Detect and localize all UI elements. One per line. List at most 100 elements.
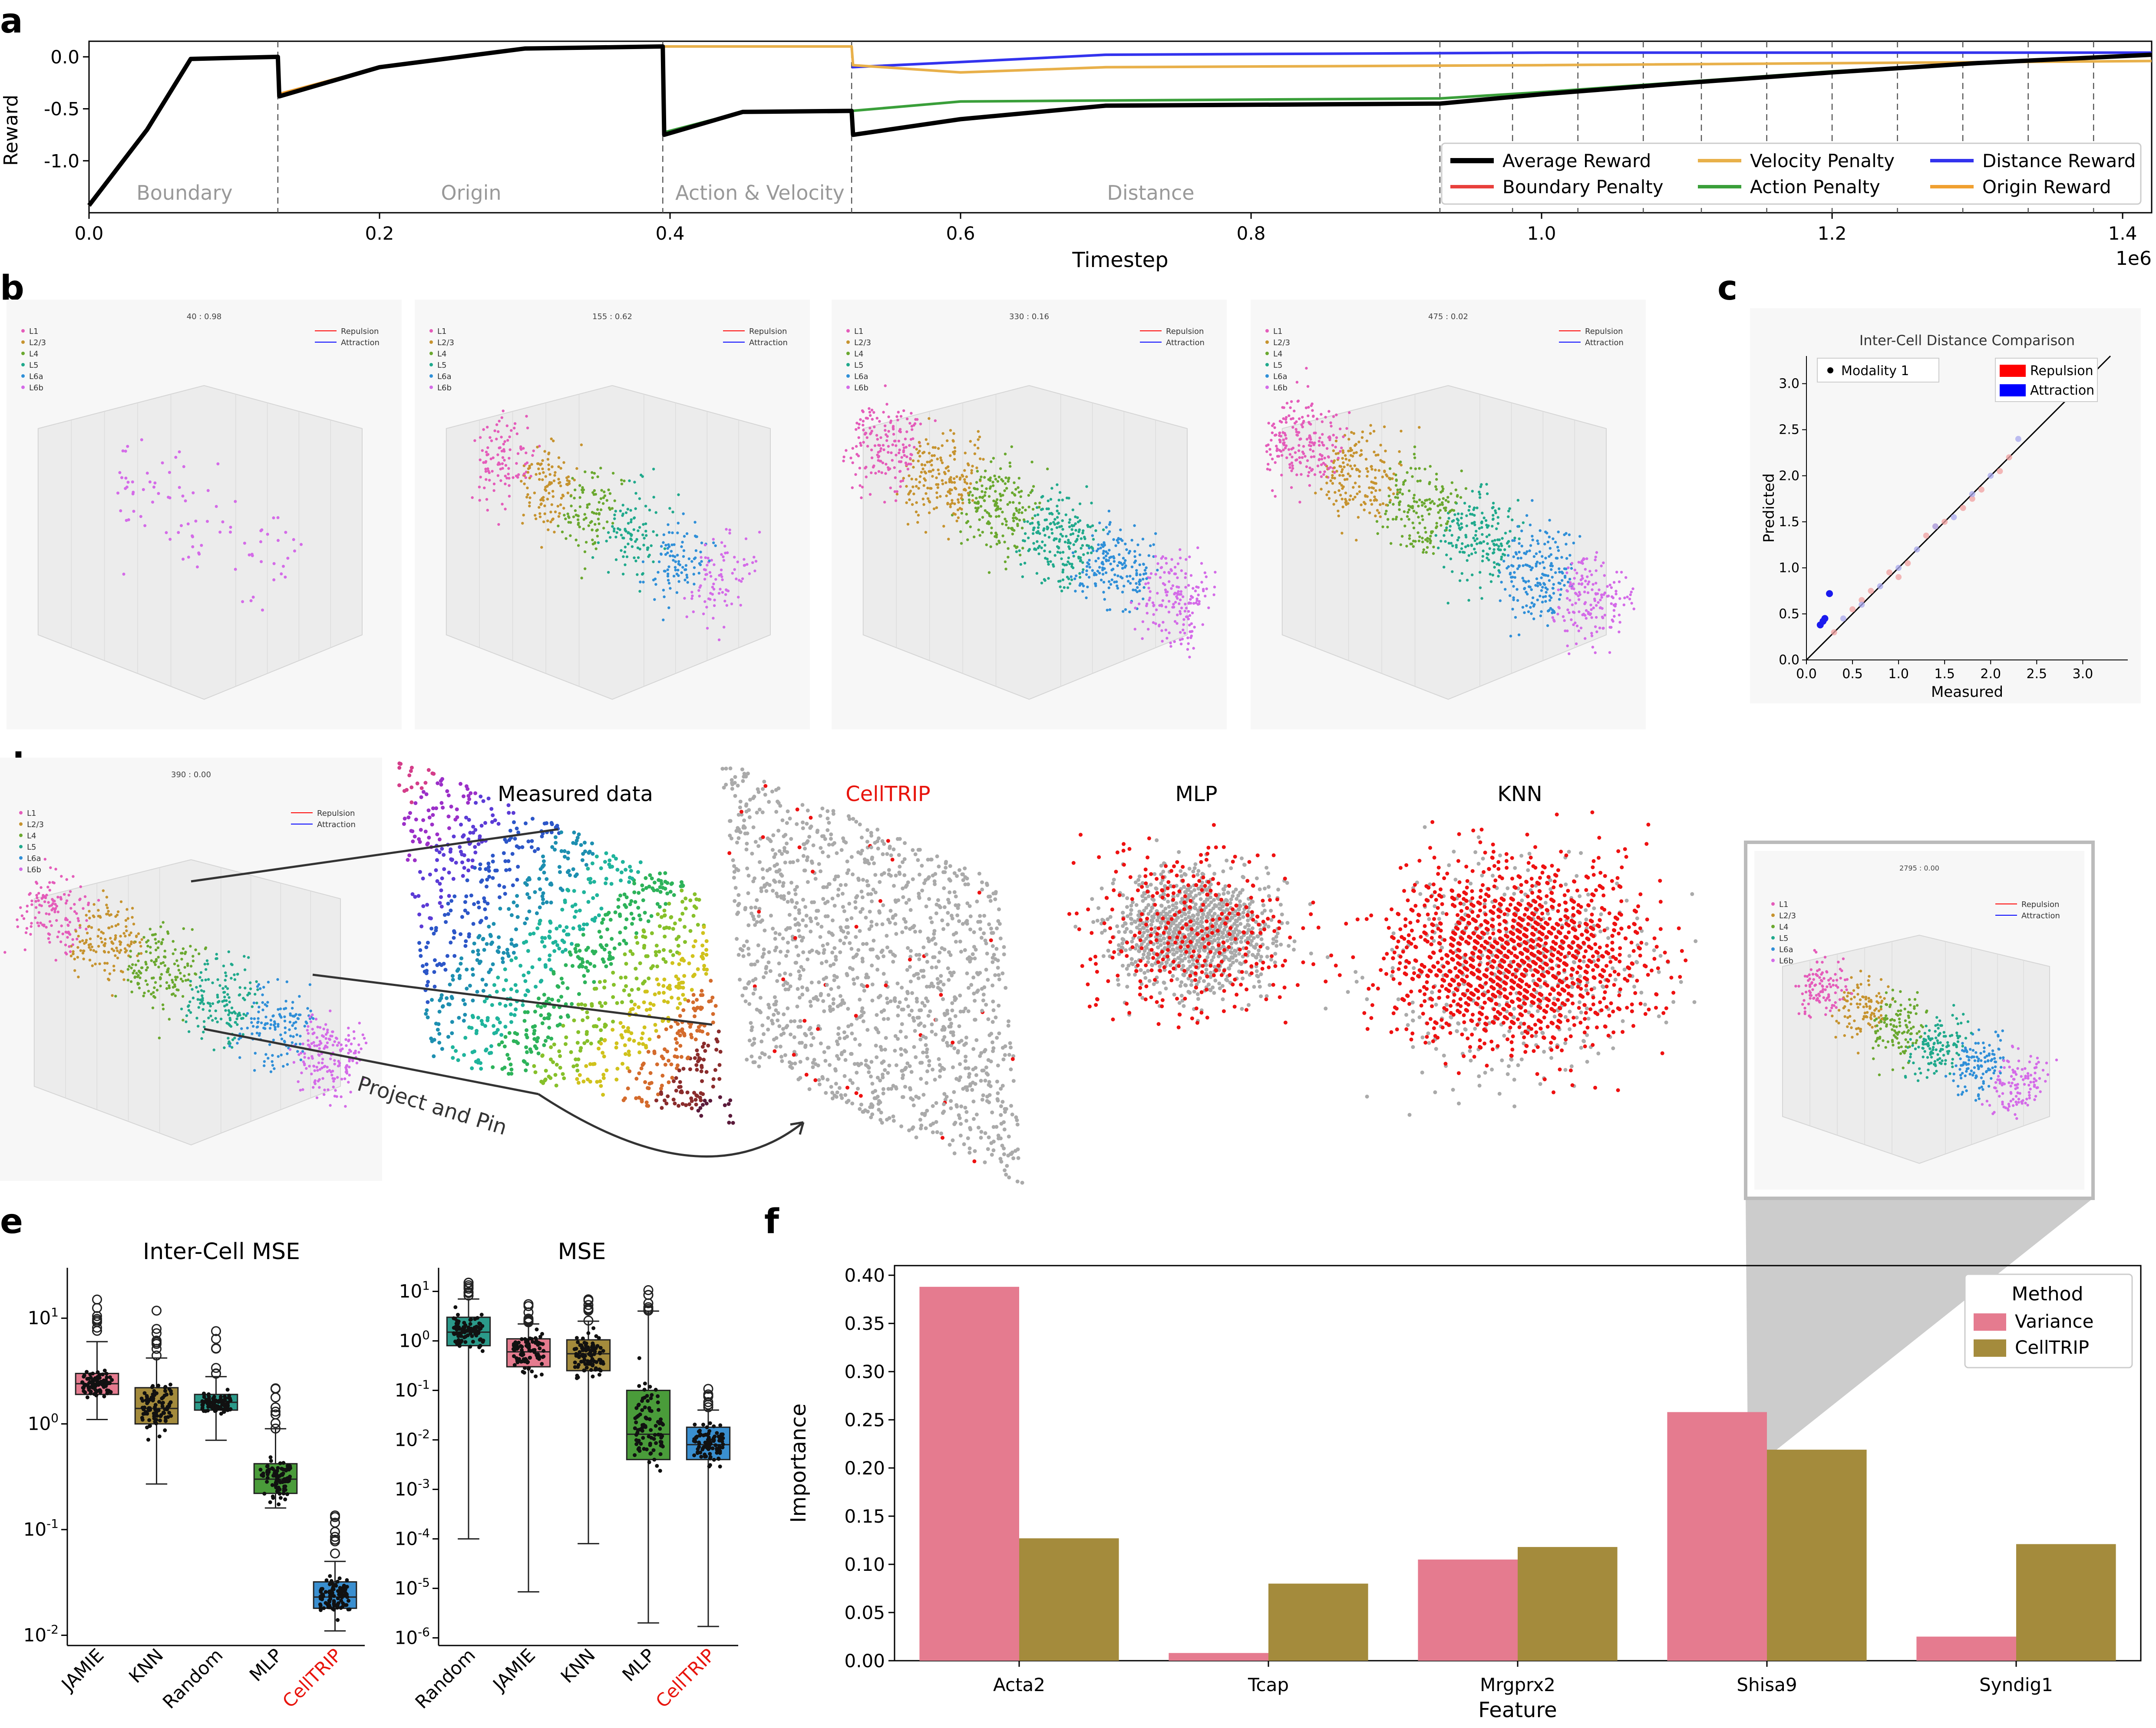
b-frame-1-point	[643, 537, 646, 540]
b-frame-2-point	[911, 485, 915, 488]
b-frame-1-point	[733, 568, 736, 571]
b-frame-2-point	[897, 452, 901, 455]
d-inset-point	[224, 971, 227, 974]
measured-point	[628, 864, 632, 869]
b-frame-0-point	[168, 471, 171, 474]
b-frame-2-point	[884, 424, 887, 427]
b-frame-3-point	[1466, 579, 1469, 582]
measured-point	[514, 943, 518, 947]
b-frame-2-point	[1102, 552, 1105, 555]
measured-point	[449, 899, 454, 903]
b-frame-3-point	[1568, 533, 1571, 536]
b-frame-2-point	[928, 470, 931, 473]
measured-point	[506, 803, 511, 808]
panel-c-ylabel: Predicted	[1760, 473, 1778, 543]
d-inset-point	[71, 938, 74, 941]
b-frame-3-point	[1444, 506, 1447, 509]
b-frame-1-point	[744, 537, 748, 541]
b-frame-2-point	[1205, 575, 1208, 578]
b-frame-2-point	[1021, 547, 1024, 550]
measured-point	[452, 936, 456, 940]
d-inset-point	[328, 1069, 331, 1072]
b-frame-3-point	[1456, 512, 1460, 515]
d-inset-point	[224, 1009, 227, 1012]
d-inset-point	[152, 933, 155, 937]
b-frame-2-point	[1183, 632, 1186, 635]
c-y-tick-label-2: 1.0	[1779, 561, 1799, 576]
b-frame-1-point	[482, 428, 485, 431]
b-frame-1-point	[683, 578, 687, 582]
b-frame-1-point	[497, 430, 500, 433]
d-inset-point	[204, 978, 207, 982]
b-frame-1-point	[502, 409, 505, 412]
b-frame-2-point	[985, 487, 988, 490]
d-inset-point	[226, 993, 229, 996]
b-frame-1-point	[676, 554, 679, 557]
b-frame-2-point	[928, 511, 931, 514]
b-frame-2-point	[1177, 586, 1180, 589]
b-frame-3-point	[1471, 573, 1474, 577]
c-x-tick-label-6: 3.0	[2073, 666, 2093, 682]
measured-point	[560, 888, 565, 892]
b-frame-3-point	[1493, 566, 1496, 569]
d-inset-point	[174, 948, 177, 951]
measured-point	[619, 976, 623, 980]
measured-point	[581, 1018, 585, 1022]
measured-point	[463, 1035, 468, 1040]
caption-celltrip: CellTRIP	[845, 782, 931, 806]
measured-point	[490, 1003, 494, 1007]
b-frame-3-point	[1295, 420, 1298, 423]
b-frame-2-point	[1121, 567, 1124, 570]
b-frame-2-point	[1033, 547, 1036, 551]
d-inset-point	[145, 969, 148, 972]
c-y-tick-label-1: 0.5	[1779, 607, 1799, 622]
measured-point	[634, 966, 638, 971]
b-frame-2-point	[1072, 554, 1075, 558]
b-frame-2-point	[1132, 577, 1135, 580]
b-frame-3-point	[1432, 552, 1435, 555]
b-frame-3-point	[1516, 557, 1520, 560]
d-inset-point	[92, 949, 95, 952]
b-frame-3-point	[1541, 600, 1544, 603]
d-inset-point	[79, 924, 82, 927]
b-frame-1-point	[680, 571, 683, 574]
b-frame-2-point	[901, 479, 905, 482]
b-frame-1-point	[720, 553, 723, 556]
panel-c-distance-comparison: Inter-Cell Distance Comparison 0.0 0.5 1.0…	[1750, 308, 2141, 703]
b-frame-2-point	[1038, 501, 1041, 505]
b-frame-2-point	[988, 487, 992, 490]
b-frame-3-point	[1618, 580, 1621, 584]
measured-point	[565, 870, 570, 874]
b-frame-2-point	[890, 451, 893, 455]
d-inset-point	[129, 955, 132, 958]
d-inset-point	[24, 931, 28, 934]
b-frame-1-point	[737, 596, 740, 599]
b-frame-3-point	[1331, 444, 1334, 447]
d-inset-point	[191, 960, 195, 963]
d-inset-point	[3, 951, 7, 954]
b-frame-2-point	[1088, 566, 1091, 569]
d-inset-point	[247, 956, 250, 959]
b-frame-3-point	[1626, 595, 1629, 599]
measured-point	[624, 917, 629, 921]
b-frame-0-legend-label-3: L5	[29, 361, 38, 370]
b-frame-2-point	[906, 523, 910, 526]
b-frame-1-point	[739, 603, 742, 607]
b-frame-3-point	[1366, 470, 1370, 473]
b-frame-2-point	[1098, 521, 1101, 524]
b-frame-2-point	[987, 571, 991, 574]
d-inset-point	[35, 882, 39, 885]
b-frame-3-point	[1339, 494, 1342, 497]
b-frame-2-point	[1142, 586, 1146, 589]
d-inset-point	[116, 910, 120, 913]
d-inset-point	[132, 941, 135, 944]
measured-point	[629, 899, 634, 903]
d-inset-point	[326, 1070, 329, 1073]
d-inset-point	[59, 897, 63, 901]
b-frame-1-point	[707, 597, 710, 600]
b-frame-3-point	[1357, 440, 1360, 444]
b-frame-2-point	[1061, 528, 1064, 531]
d-inset-point	[218, 1000, 221, 1003]
b-frame-3-point	[1368, 486, 1371, 489]
b-frame-0-point	[174, 455, 178, 459]
